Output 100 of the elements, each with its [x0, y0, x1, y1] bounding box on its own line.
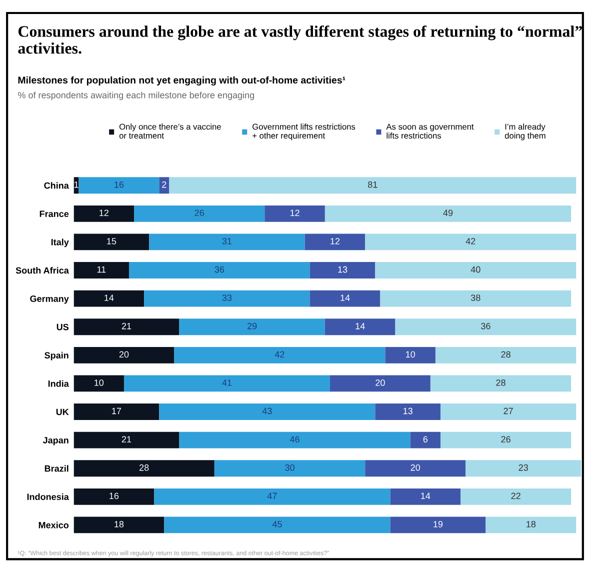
bar — [440, 404, 576, 420]
data-label: 28 — [501, 351, 510, 358]
bar — [410, 432, 440, 448]
bar — [74, 346, 174, 364]
data-label: 33 — [222, 294, 232, 301]
bar — [159, 177, 170, 194]
data-label: 45 — [272, 521, 282, 528]
data-label: 6 — [423, 436, 428, 442]
bar — [330, 375, 430, 392]
bar — [179, 432, 410, 448]
bar — [460, 488, 572, 505]
bar — [74, 290, 144, 307]
data-label: 16 — [114, 181, 124, 188]
legend-label: Only once there’s a vaccine or treatment — [119, 124, 221, 139]
bar — [174, 346, 386, 364]
bar — [74, 318, 180, 336]
data-label: 12 — [100, 210, 108, 216]
y-tick-label: South Africa — [16, 266, 69, 274]
y-tick-label: China — [44, 182, 69, 189]
data-label: 21 — [122, 322, 132, 330]
bar — [74, 488, 154, 505]
bar — [435, 346, 576, 364]
data-label: 20 — [376, 379, 385, 386]
y-tick-label: Mexico — [38, 522, 69, 528]
data-label: 12 — [290, 210, 300, 216]
bar — [159, 404, 376, 420]
data-label: 12 — [330, 238, 340, 244]
bar — [124, 375, 330, 392]
bar — [466, 460, 582, 477]
bar — [365, 460, 466, 477]
data-label: 18 — [526, 520, 536, 528]
bar — [385, 346, 436, 364]
data-label: 31 — [222, 238, 232, 244]
bar — [74, 205, 134, 222]
y-tick-label: France — [40, 210, 69, 218]
bar — [74, 432, 180, 448]
bar — [74, 375, 124, 392]
data-label: 14 — [104, 294, 114, 301]
bar — [74, 262, 130, 278]
text: % of respondents awaiting each milestone before engaging — [18, 92, 254, 100]
bar — [74, 234, 150, 250]
data-label: 14 — [356, 322, 365, 330]
bar — [324, 205, 572, 222]
data-label: 21 — [122, 436, 132, 442]
data-label: 30 — [285, 464, 294, 471]
data-label: 28 — [140, 464, 149, 471]
data-label: 10 — [406, 351, 416, 358]
data-label: 18 — [114, 520, 124, 528]
y-tick-label: Japan — [42, 437, 68, 446]
legend-label: As soon as government lifts restrictions — [386, 124, 474, 139]
bar — [164, 516, 390, 534]
data-label: 40 — [470, 266, 480, 273]
data-label: 22 — [511, 492, 520, 499]
chart-title: Consumers around the globe are at vastly different stages of returning to “normal” activities. — [18, 25, 582, 54]
data-label: 36 — [481, 322, 490, 330]
data-label: 43 — [262, 408, 272, 414]
bar — [395, 318, 576, 336]
data-label: 36 — [214, 266, 224, 273]
bar — [310, 290, 380, 307]
data-label: 42 — [274, 351, 284, 358]
data-label: 13 — [404, 408, 412, 414]
data-label: 42 — [466, 238, 476, 244]
y-tick-label: India — [48, 380, 69, 387]
data-label: 38 — [470, 294, 480, 301]
data-label: 14 — [340, 294, 350, 301]
chart-subtitle: Milestones for population not yet engaging with out-of-home activities¹ — [18, 76, 346, 86]
bar — [129, 262, 310, 278]
bar — [310, 262, 376, 278]
data-label: 1 — [74, 181, 78, 188]
bar — [74, 516, 164, 534]
data-label: 29 — [248, 322, 257, 330]
data-label: 20 — [410, 464, 420, 471]
data-label: 41 — [222, 380, 232, 386]
bar — [78, 177, 160, 194]
bar — [390, 488, 461, 505]
data-label: 19 — [434, 520, 443, 528]
bar — [365, 234, 576, 250]
y-tick-label: US — [56, 324, 69, 330]
bar — [304, 234, 366, 250]
bar — [154, 488, 390, 505]
legend-label: I’m already doing them — [504, 124, 546, 140]
data-label: 17 — [112, 408, 122, 414]
bar — [74, 460, 214, 477]
data-label: 14 — [421, 492, 430, 499]
bar — [74, 404, 160, 420]
bar — [324, 318, 396, 336]
y-tick-label: Italy — [51, 238, 69, 248]
y-tick-label: Indonesia — [27, 493, 69, 500]
y-tick-label: Spain — [44, 352, 68, 360]
bar — [149, 234, 305, 250]
legend-label: Government lifts restrictions + other requirement — [252, 124, 356, 140]
bar — [264, 205, 325, 222]
y-tick-label: UK — [56, 408, 69, 416]
bar — [486, 516, 576, 534]
data-label: 13 — [338, 266, 348, 273]
bar — [179, 318, 325, 336]
data-label: 46 — [290, 436, 300, 442]
data-label: 10 — [94, 379, 104, 386]
data-label: 27 — [504, 408, 513, 414]
bar — [375, 262, 576, 278]
